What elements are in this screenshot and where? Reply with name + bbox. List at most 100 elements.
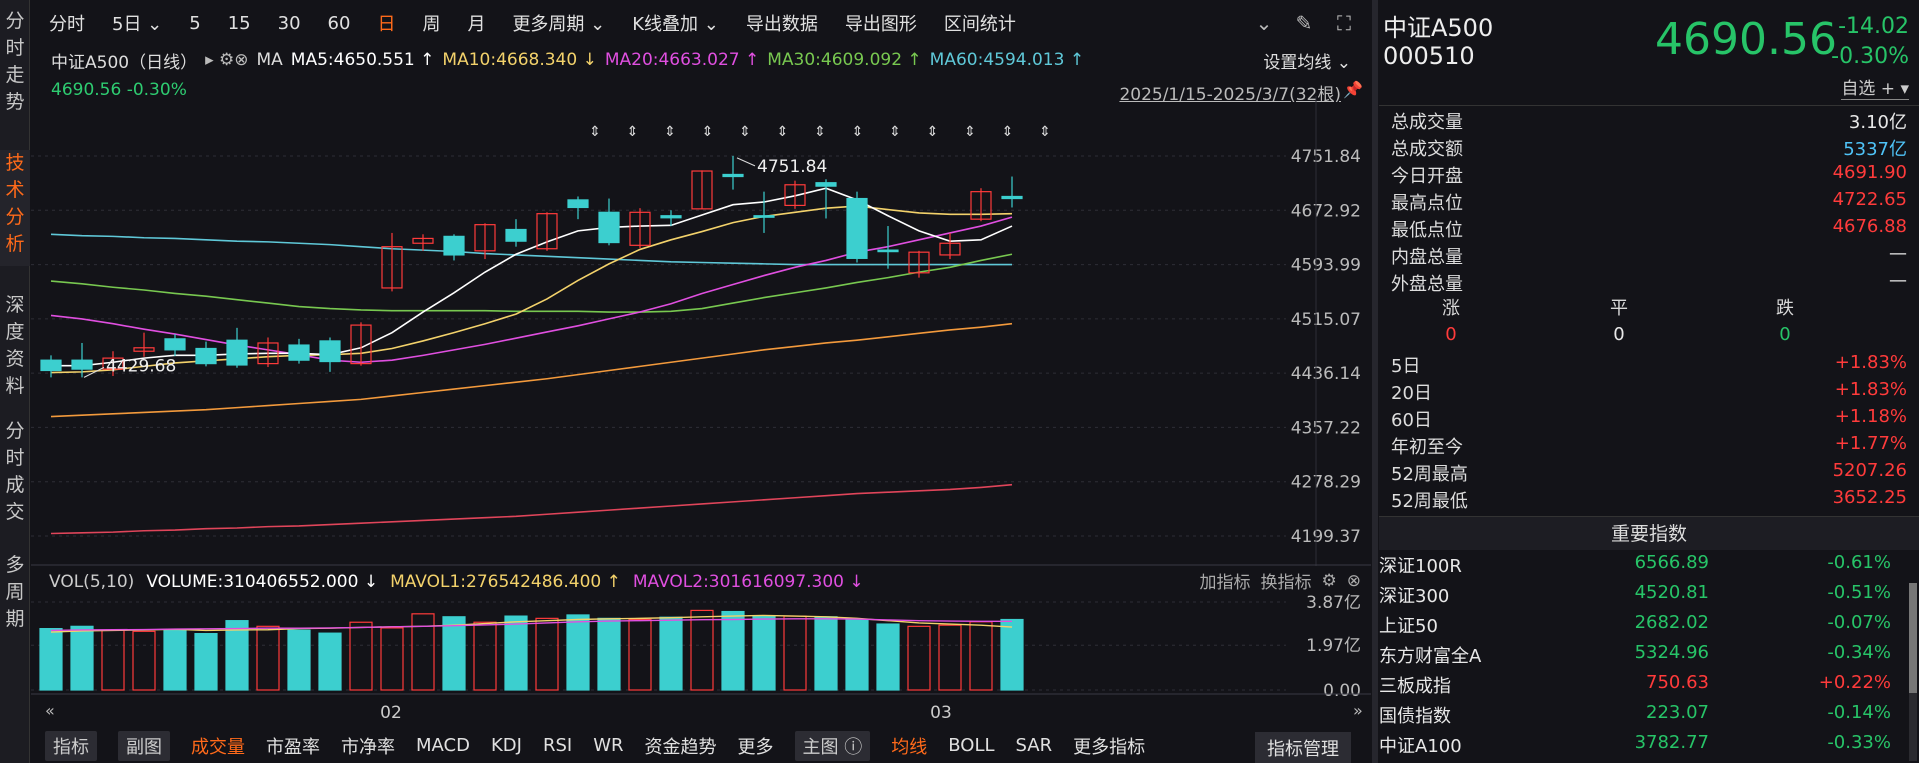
period-label: 60日	[1391, 410, 1432, 431]
annot-high-arrow	[736, 157, 756, 167]
left-nav-item-2[interactable]: 深 度 资 料	[5, 294, 25, 397]
indicator-tab-9[interactable]: 资金趋势	[644, 736, 717, 758]
index-row[interactable]: 东方财富全A 5324.96 -0.34%	[1379, 642, 1899, 672]
period-tab-6[interactable]: 日	[377, 14, 396, 35]
indicator-tab-3[interactable]: 市盈率	[266, 736, 320, 758]
chart-panel: 分时 5日 ⌄ 5 15 30 60 日 周 月 更多周期 ⌄ K线叠加 ⌄ 导出数据 导出图形 区间统计…	[31, 0, 1371, 763]
stat-label: 总成交额	[1391, 139, 1463, 160]
ma60-line	[50, 233, 1012, 266]
scroll-left-icon[interactable]: «	[45, 701, 55, 720]
fullscreen-icon[interactable]: ⛶	[1337, 11, 1351, 35]
volume-chart[interactable]: 3.87亿 1.97亿 0.00 02 03 « »	[31, 594, 1371, 726]
period-tab-1[interactable]: 5日 ⌄	[112, 14, 163, 35]
panel-divider[interactable]	[1372, 0, 1378, 763]
volume-bar	[907, 625, 931, 691]
index-change: -0.51%	[1827, 582, 1891, 603]
indicator-tab-1[interactable]: 副图	[118, 730, 170, 761]
volume-bar	[969, 621, 993, 691]
draw-pen-icon[interactable]: ✎	[1295, 11, 1313, 35]
left-nav-item-4[interactable]: 多 周 期	[5, 554, 25, 630]
candle-body	[753, 215, 775, 218]
scroll-thumb[interactable]	[1909, 583, 1917, 693]
pin-icon[interactable]: 📌	[1343, 80, 1363, 99]
indicator-tab-0[interactable]: 指标	[45, 730, 97, 761]
indicator-tab-10[interactable]: 更多	[737, 736, 774, 758]
period-tab-12[interactable]: 导出图形	[844, 14, 917, 35]
index-change: -0.33%	[1827, 732, 1891, 753]
index-row[interactable]: 深证100R 6566.89 -0.61%	[1379, 552, 1899, 582]
left-nav-item-0[interactable]: 分 时 走 势	[5, 10, 25, 113]
index-row[interactable]: 深证300 4520.81 -0.51%	[1379, 582, 1899, 612]
ma30-value: MA30:4609.092 ↑	[767, 50, 922, 70]
index-row[interactable]: 中证A100 3782.77 -0.33%	[1379, 732, 1899, 762]
volume-value: VOLUME:310406552.000 ↓	[146, 572, 379, 592]
dropdown-arrow-icon[interactable]: ▾	[1900, 79, 1909, 99]
index-list: 深证100R 6566.89 -0.61% 深证300 4520.81 -0.51% 上证5…	[1379, 552, 1899, 762]
index-row[interactable]: 上证50 2682.02 -0.07%	[1379, 612, 1899, 642]
swap-indicator-button[interactable]: 换指标	[1260, 573, 1312, 593]
stat-value: —	[1889, 270, 1907, 291]
collapse-circle-icon[interactable]: ⌄	[1255, 11, 1273, 35]
period-value: 3652.25	[1832, 487, 1907, 508]
index-name: 国债指数	[1379, 706, 1451, 727]
chart-name[interactable]: 中证A500（日线）	[51, 52, 198, 73]
period-tab-8[interactable]: 月	[467, 14, 486, 35]
indicator-tab-7[interactable]: RSI	[542, 735, 573, 756]
gear-icon[interactable]: ⚙	[1321, 570, 1337, 591]
period-tab-10[interactable]: K线叠加 ⌄	[632, 14, 719, 35]
indicator-tab-5[interactable]: MACD	[416, 735, 470, 756]
volume-bar	[783, 615, 807, 691]
period-tab-11[interactable]: 导出数据	[745, 14, 818, 35]
period-tab-3[interactable]: 15	[227, 12, 251, 34]
period-tab-4[interactable]: 30	[277, 12, 301, 34]
period-tab-0[interactable]: 分时	[49, 14, 85, 35]
indicator-tab-12[interactable]: 均线	[891, 736, 928, 758]
watchlist-button[interactable]: 自选 + ▾	[1841, 74, 1909, 100]
down-label: 跌	[1776, 298, 1794, 319]
candle-body	[226, 339, 248, 366]
volume-bar	[411, 613, 435, 691]
indicator-tab-2[interactable]: 成交量	[191, 736, 245, 758]
scroll-right-icon[interactable]: »	[1353, 701, 1363, 720]
index-scrollbar[interactable]	[1909, 583, 1917, 761]
indicator-tab-4[interactable]: 市净率	[341, 736, 395, 758]
index-price: 5324.96	[1634, 642, 1709, 663]
period-tab-2[interactable]: 5	[189, 12, 201, 34]
indicator-tab-13[interactable]: BOLL	[948, 735, 995, 756]
quote-change: -14.02	[1838, 14, 1909, 39]
indicator-tab-14[interactable]: SAR	[1015, 735, 1053, 756]
period-value: 5207.26	[1832, 460, 1907, 481]
period-label: 20日	[1391, 383, 1432, 404]
indicator-tab-8[interactable]: WR	[593, 735, 624, 756]
index-row[interactable]: 三板成指 750.63 +0.22%	[1379, 672, 1899, 702]
price-tick-label: 4751.84	[1291, 147, 1361, 167]
period-value: +1.83%	[1834, 352, 1907, 373]
close-icon[interactable]: ⊗	[1346, 570, 1361, 591]
left-nav-item-1[interactable]: 技 术 分 析	[0, 150, 30, 266]
volume-bar	[938, 624, 962, 691]
index-name: 三板成指	[1379, 676, 1451, 697]
index-change: -0.07%	[1827, 612, 1891, 633]
period-tab-7[interactable]: 周	[422, 14, 441, 35]
add-indicator-button[interactable]: 加指标	[1199, 573, 1251, 593]
date-range-link[interactable]: 2025/1/15-2025/3/7(32根)	[1119, 85, 1341, 105]
period-label: 年初至今	[1391, 437, 1463, 458]
indicator-tab-6[interactable]: KDJ	[490, 735, 522, 756]
candle-body	[195, 347, 217, 365]
settings-gear-icon[interactable]: ▸ ⚙⊗	[205, 50, 249, 70]
candle-body	[288, 344, 310, 361]
period-tab-5[interactable]: 60	[327, 12, 351, 34]
set-ma-button[interactable]: 设置均线 ⌄	[1263, 53, 1351, 73]
period-tab-9[interactable]: 更多周期 ⌄	[512, 14, 606, 35]
price-tick-label: 4593.99	[1291, 256, 1361, 276]
period-tab-13[interactable]: 区间统计	[943, 14, 1016, 35]
volume-bar	[101, 629, 125, 691]
indicator-tab-15[interactable]: 更多指标	[1073, 736, 1146, 758]
index-row[interactable]: 国债指数 223.07 -0.14%	[1379, 702, 1899, 732]
indicator-tab-11[interactable]: 主图 ⓘ	[794, 730, 871, 761]
marker-arrow: ⇕	[702, 124, 714, 140]
period-row: 60日 +1.18%	[1379, 406, 1919, 433]
indicator-manage-button[interactable]: 指标管理	[1255, 732, 1351, 763]
candlestick-chart[interactable]: 4751.84 4672.92 4593.99 4515.07 4436.14 4357.…	[31, 96, 1371, 566]
left-nav-item-3[interactable]: 分 时 成 交	[5, 420, 25, 523]
